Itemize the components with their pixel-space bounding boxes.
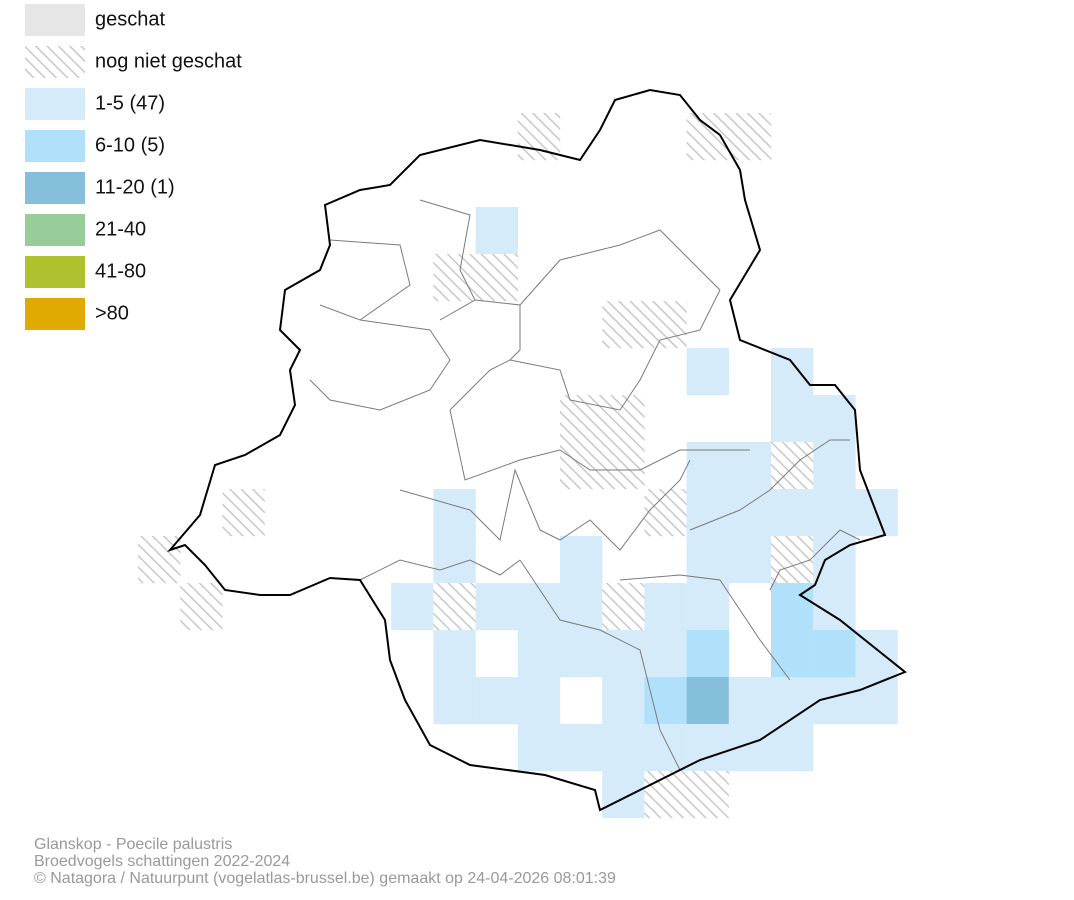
- legend-swatch: [25, 298, 85, 330]
- grid-cell: [728, 536, 772, 584]
- grid-cell: [475, 583, 518, 631]
- grid-cell: [560, 536, 603, 584]
- legend-swatch: [25, 214, 85, 246]
- footer-line: © Natagora / Natuurpunt (vogelatlas-brus…: [34, 870, 616, 887]
- grid-cell: [686, 583, 729, 631]
- grid-cell: [433, 254, 476, 302]
- legend-label: geschat: [95, 8, 165, 30]
- grid-cell: [728, 489, 772, 537]
- grid-cell: [560, 395, 603, 443]
- commune-borders: [309, 199, 861, 771]
- grid-cell: [602, 583, 645, 631]
- grid-cell: [644, 630, 687, 678]
- grid-cell: [813, 489, 856, 537]
- grid-cell: [644, 771, 687, 819]
- grid-cell: [644, 677, 687, 725]
- grid-cell: [813, 536, 856, 584]
- legend-label: 21-40: [95, 218, 146, 240]
- region-outline: [166, 88, 907, 812]
- grid-cell: [180, 583, 223, 631]
- grid-cell: [602, 630, 645, 678]
- grid-cell: [433, 536, 476, 584]
- grid-cell: [728, 677, 772, 725]
- grid-cell: [771, 630, 814, 678]
- legend-label: >80: [95, 302, 129, 324]
- grid-cell: [602, 301, 645, 349]
- grid-cell: [433, 630, 476, 678]
- grid-cell: [728, 442, 772, 490]
- grid-cell: [517, 677, 561, 725]
- grid-cell: [475, 677, 518, 725]
- legend-swatch: [25, 4, 85, 36]
- grid-cell: [517, 630, 561, 678]
- grid-cell: [855, 677, 898, 725]
- grid-cell: [686, 113, 729, 161]
- grid-cell: [222, 489, 265, 537]
- grid-cell: [560, 442, 603, 490]
- grid-cell: [686, 442, 729, 490]
- grid-cell: [475, 207, 518, 255]
- grid-cell: [771, 536, 814, 584]
- grid-cell: [602, 395, 645, 443]
- grid-cell: [517, 583, 561, 631]
- grid-cell: [686, 630, 729, 678]
- grid-cell: [560, 724, 603, 772]
- grid-cell: [138, 536, 181, 584]
- grid-cell: [517, 724, 561, 772]
- grid-cell: [433, 677, 476, 725]
- grid-cell: [644, 583, 687, 631]
- grid-cell: [475, 254, 518, 302]
- legend-label: 6-10 (5): [95, 134, 165, 156]
- legend-swatch: [25, 172, 85, 204]
- grid-cell: [644, 724, 687, 772]
- legend-swatch: [25, 46, 85, 78]
- grid-cell: [644, 489, 687, 537]
- legend-label: 11-20 (1): [95, 176, 175, 198]
- grid-cell: [813, 630, 856, 678]
- grid-cell: [560, 583, 603, 631]
- legend-swatch: [25, 88, 85, 120]
- grid-cell: [813, 442, 856, 490]
- grid-cell: [728, 113, 772, 161]
- grid-cell: [602, 677, 645, 725]
- grid-cell: [602, 724, 645, 772]
- grid-cell: [644, 301, 687, 349]
- grid-cell: [686, 536, 729, 584]
- legend-label: 41-80: [95, 260, 146, 282]
- grid-cell: [602, 771, 645, 819]
- legend-swatch: [25, 256, 85, 288]
- grid-cell: [602, 442, 645, 490]
- grid-cell: [771, 677, 814, 725]
- footer-line: Glanskop - Poecile palustris: [34, 836, 232, 853]
- legend-label: nog niet geschat: [95, 50, 242, 72]
- grid-cell: [391, 583, 434, 631]
- grid-cell: [686, 771, 729, 819]
- grid-cell: [560, 630, 603, 678]
- legend-label: 1-5 (47): [95, 92, 165, 114]
- legend-swatch: [25, 130, 85, 162]
- grid-cell: [686, 677, 729, 725]
- grid-cell: [771, 724, 814, 772]
- grid-cell: [771, 489, 814, 537]
- grid-cell: [686, 348, 729, 396]
- footer-line: Broedvogels schattingen 2022-2024: [34, 853, 290, 870]
- grid-cell: [433, 489, 476, 537]
- grid-cell: [771, 395, 814, 443]
- grid-cell: [433, 583, 476, 631]
